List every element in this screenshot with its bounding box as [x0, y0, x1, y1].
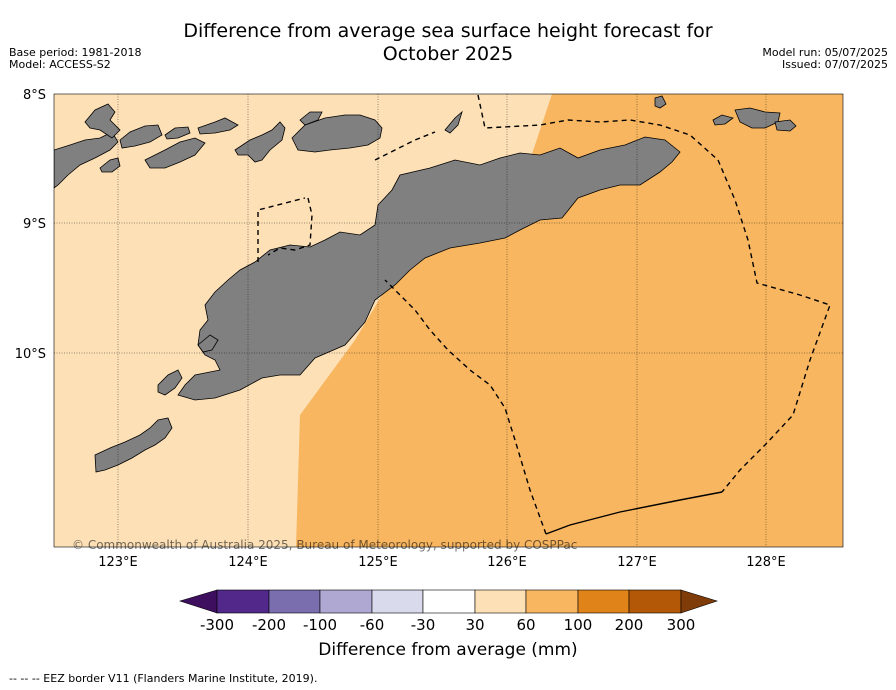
colorbar-tick: -300: [200, 616, 234, 634]
colorbar-segment: [371, 589, 424, 614]
colorbar-segment: [422, 589, 476, 614]
colorbar-segment: [628, 589, 682, 614]
chart-title: Difference from average sea surface heig…: [0, 20, 896, 66]
alor-island: [291, 114, 383, 153]
meta-right: Model run: 05/07/2025 Issued: 07/07/2025: [762, 47, 888, 71]
colorbar-segment: [474, 589, 527, 614]
colorbar-segment: [525, 589, 579, 614]
flores-north-point: [84, 103, 121, 139]
colorbar-tick: 60: [516, 616, 535, 634]
wetar-west: [654, 95, 667, 109]
flores-island: [54, 131, 119, 189]
map-area: [54, 94, 843, 547]
colorbar: [178, 589, 718, 614]
model-run: Model run: 05/07/2025: [762, 46, 888, 59]
solor-small-island: [164, 126, 191, 140]
colorbar-tick: -60: [360, 616, 385, 634]
atauro-island: [444, 110, 463, 134]
flores-east-island: [119, 124, 163, 149]
lon-tick-label: 127°E: [617, 555, 657, 570]
lon-tick-label: 128°E: [746, 555, 786, 570]
title-line-1: Difference from average sea surface heig…: [183, 20, 713, 42]
colorbar-label: Difference from average (mm): [318, 640, 578, 660]
eez-border: [257, 94, 831, 535]
colorbar-tick: -100: [303, 616, 337, 634]
sea-level-60-100: [296, 94, 843, 547]
map-frame: [53, 93, 844, 548]
colorbar-tick: -200: [252, 616, 286, 634]
lon-tick-label: 125°E: [358, 555, 398, 570]
colorbar-tick: 200: [615, 616, 644, 634]
lon-tick-labels: 123°E 124°E 125°E 126°E 127°E 128°E: [98, 555, 786, 570]
model-name: Model: ACCESS-S2: [9, 58, 111, 71]
lat-tick-labels: 8°S 9°S 10°S: [15, 88, 46, 362]
issued-date: Issued: 07/07/2025: [781, 58, 888, 71]
colorbar-tick: -30: [411, 616, 436, 634]
lon-tick-label: 124°E: [228, 555, 268, 570]
romang-island: [774, 119, 797, 132]
colorbar-tick-labels: -300 -200 -100 -60 -30 30 60 100 200 300: [200, 616, 695, 634]
colorbar-segment: [216, 589, 270, 614]
colorbar-segment: [577, 589, 630, 614]
copyright-text: © Commonwealth of Australia 2025, Bureau…: [72, 538, 577, 552]
pantar-island: [299, 111, 323, 126]
title-line-2: October 2025: [382, 43, 514, 65]
colorbar-segment: [319, 589, 373, 614]
colorbar-tick: 30: [465, 616, 484, 634]
sumba-island: [94, 417, 173, 473]
lon-tick-label: 126°E: [487, 555, 527, 570]
eez-legend-note: -- -- -- EEZ border V11 (Flanders Marine…: [9, 672, 318, 685]
lat-tick-label: 9°S: [23, 217, 46, 232]
gridlines: [54, 94, 843, 547]
lat-tick-label: 8°S: [23, 88, 46, 103]
land: [54, 95, 797, 473]
base-period: Base period: 1981-2018: [9, 46, 142, 59]
flores-south-islet: [99, 157, 121, 173]
savu-island: [157, 369, 183, 396]
colorbar-tick: 100: [564, 616, 593, 634]
colorbar-tick: 300: [667, 616, 696, 634]
colorbar-low-extension: [178, 589, 218, 614]
meta-left: Base period: 1981-2018 Model: ACCESS-S2: [9, 47, 141, 71]
timor-island: [177, 136, 681, 401]
lat-tick-label: 10°S: [15, 347, 46, 362]
kisar-island: [712, 114, 734, 126]
solor-island: [144, 137, 206, 169]
colorbar-high-extension: [680, 589, 718, 614]
colorbar-segment: [268, 589, 321, 614]
lon-tick-label: 123°E: [98, 555, 138, 570]
rote-island: [197, 334, 219, 353]
adonara-island: [197, 117, 239, 135]
